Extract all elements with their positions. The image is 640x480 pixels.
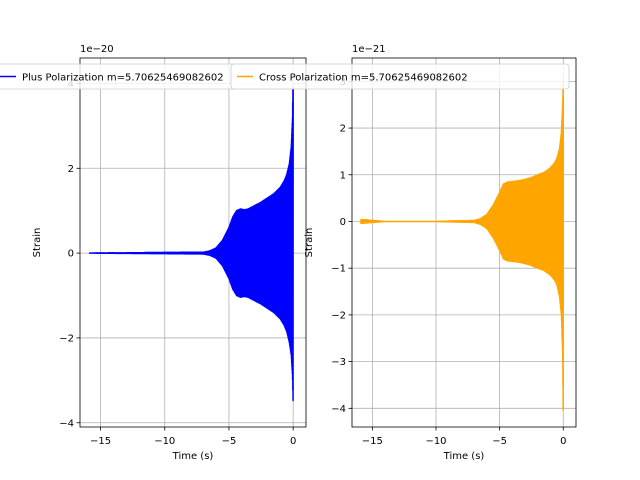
plus-ytick-label-3: 2 xyxy=(68,164,74,175)
plus-ylabel: Strain xyxy=(32,228,43,258)
cross-ytick-label-3: −1 xyxy=(331,264,346,275)
cross-ylabel: Strain xyxy=(304,228,315,258)
cross-series-0 xyxy=(360,81,565,411)
cross-xtick-label-3: 0 xyxy=(560,436,566,447)
cross-ytick-label-4: 0 xyxy=(340,217,346,228)
cross-offset-label: 1e−21 xyxy=(352,44,386,55)
plus-ytick-label-0: −4 xyxy=(59,418,74,429)
cross-xlabel: Time (s) xyxy=(443,451,485,462)
cross-xtick-label-0: −15 xyxy=(362,436,383,447)
plus-ytick-label-1: −2 xyxy=(59,333,74,344)
cross-ytick-label-0: −4 xyxy=(331,404,346,415)
plus-xtick-label-1: −10 xyxy=(154,436,175,447)
plus-ytick-label-2: 0 xyxy=(68,249,74,260)
cross-xtick-label-1: −10 xyxy=(425,436,446,447)
cross-ytick-label-6: 2 xyxy=(340,124,346,135)
plus-xtick-label-0: −15 xyxy=(90,436,111,447)
cross-xtick-label-2: −5 xyxy=(492,436,507,447)
plus-offset-label: 1e−20 xyxy=(80,44,114,55)
plus-legend-label: Plus Polarization m=5.70625469082602 xyxy=(22,73,224,84)
cross-ytick-label-5: 1 xyxy=(340,170,346,181)
cross-frame xyxy=(351,57,577,428)
cross-legend-label: Cross Polarization m=5.70625469082602 xyxy=(259,73,468,84)
plus-xtick-label-2: −5 xyxy=(222,436,237,447)
plus-xlabel: Time (s) xyxy=(172,451,214,462)
cross-ytick-label-2: −2 xyxy=(331,310,346,321)
cross-ytick-label-1: −3 xyxy=(331,357,346,368)
plus-xtick-label-3: 0 xyxy=(290,436,296,447)
plus-series-0 xyxy=(88,66,294,402)
plus-frame xyxy=(79,57,307,428)
cross-legend-box xyxy=(230,63,570,90)
cross-legend: Cross Polarization m=5.70625469082602 xyxy=(230,63,570,90)
